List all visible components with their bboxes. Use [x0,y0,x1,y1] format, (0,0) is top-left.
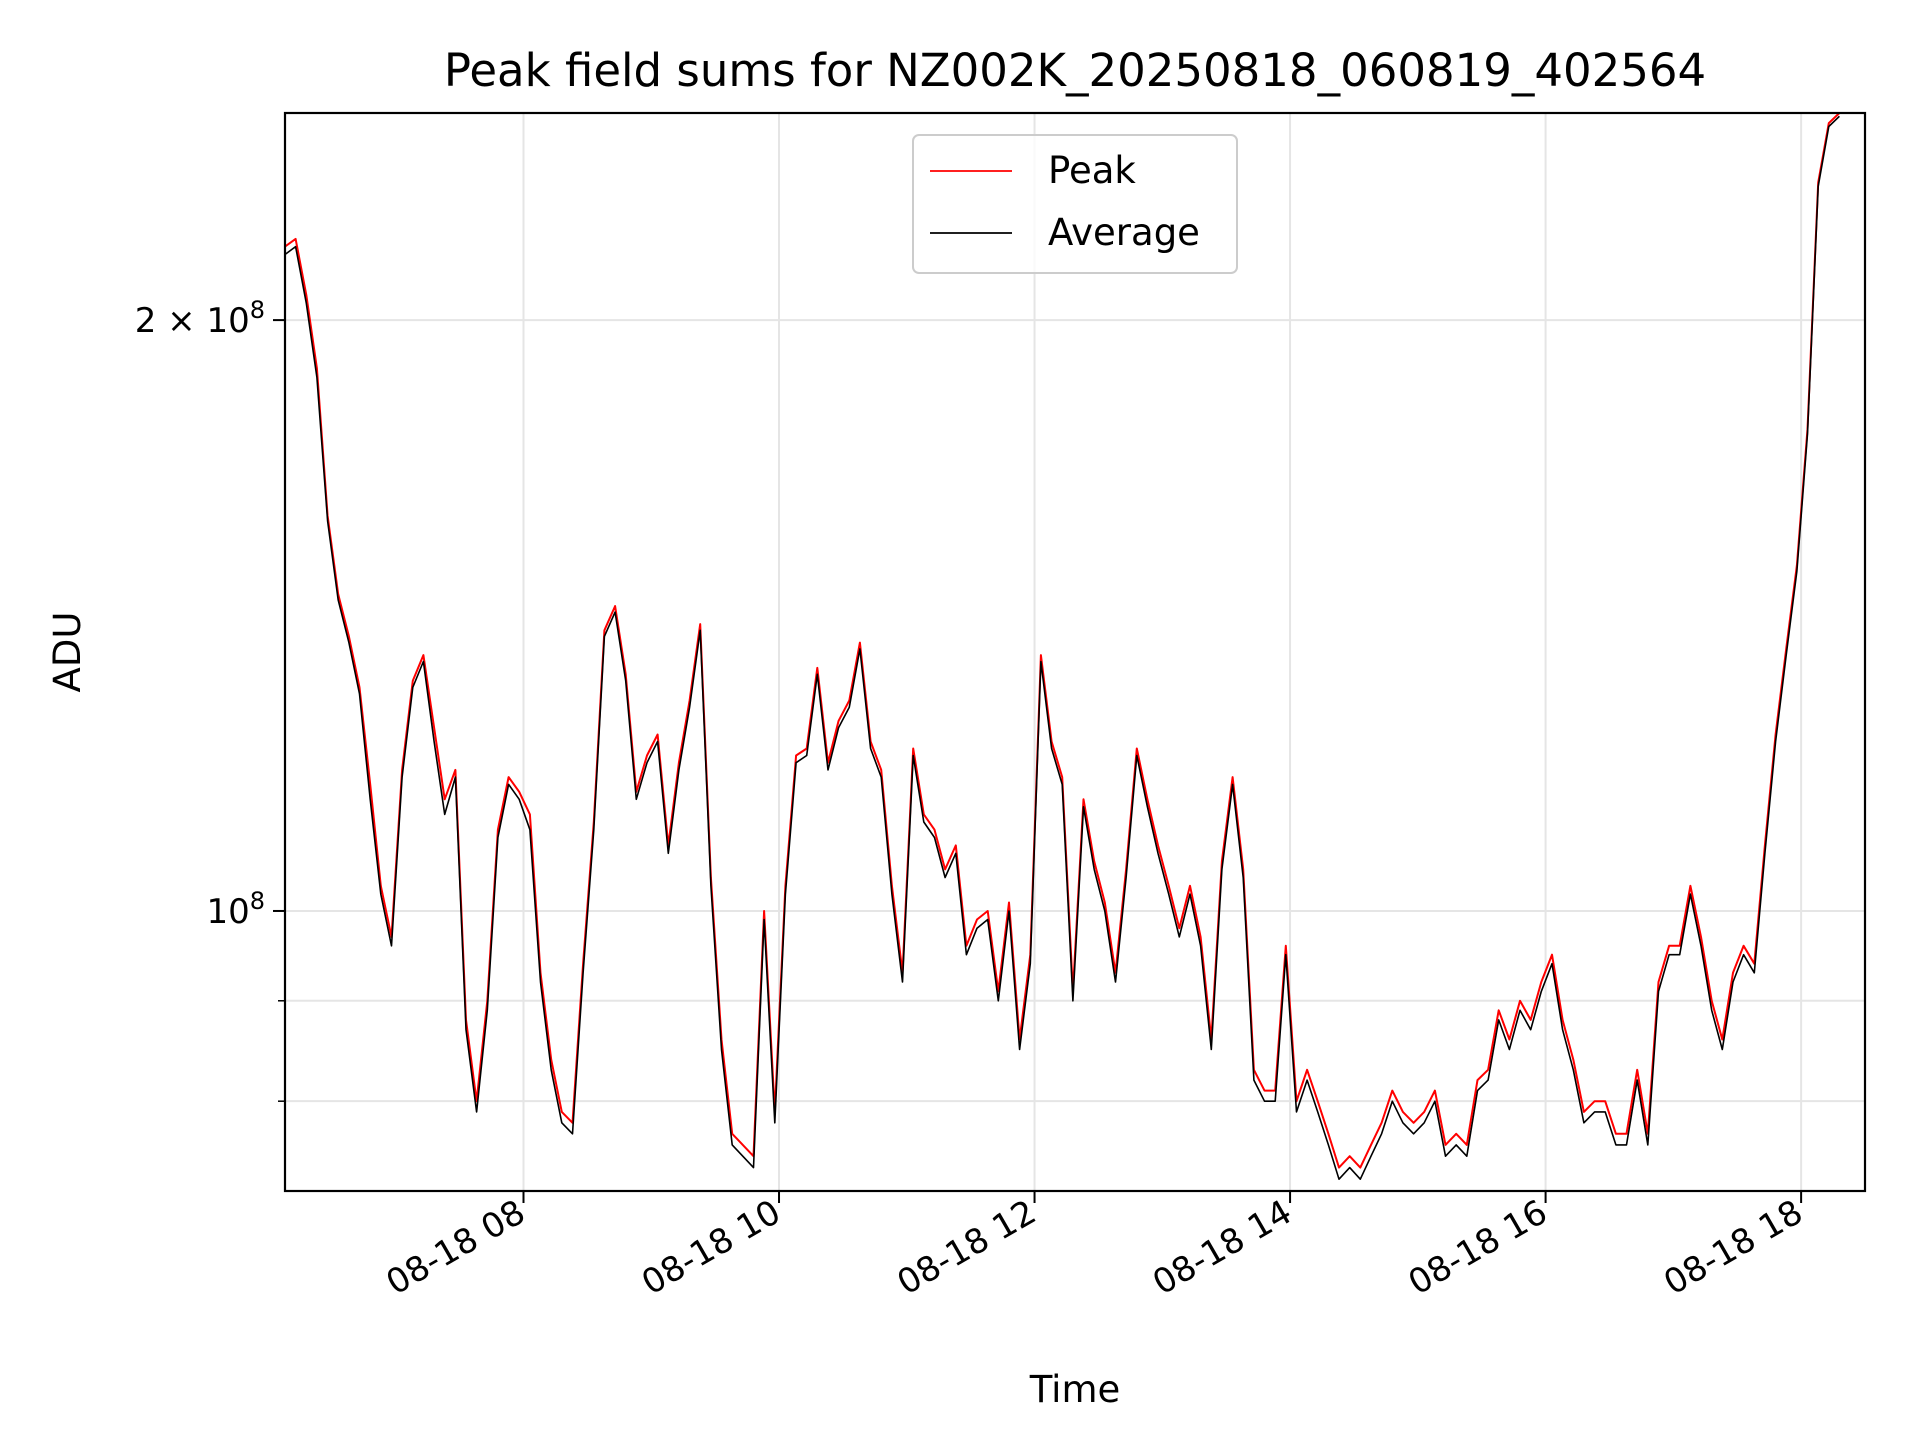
y-tick-label: 108 [206,887,265,932]
legend-box [912,134,1238,274]
average-series-line [284,115,1840,1180]
chart-title: Peak field sums for NZ002K_20250818_0608… [444,44,1706,97]
y-tick-label: 2 × 108 [135,296,265,341]
y-axis-label: ADU [46,612,89,693]
data-lines [284,112,1841,1180]
legend: Peak Average [912,134,1238,274]
plot-frame [283,111,1867,1193]
x-axis-label: Time [1029,1368,1121,1411]
peak-series-line [284,112,1841,1169]
legend-label-peak: Peak [1048,149,1136,192]
y-axis-ticks: 108 2 × 108 [135,296,285,1102]
grid-lines [285,113,1865,1191]
legend-label-average: Average [1048,211,1200,254]
